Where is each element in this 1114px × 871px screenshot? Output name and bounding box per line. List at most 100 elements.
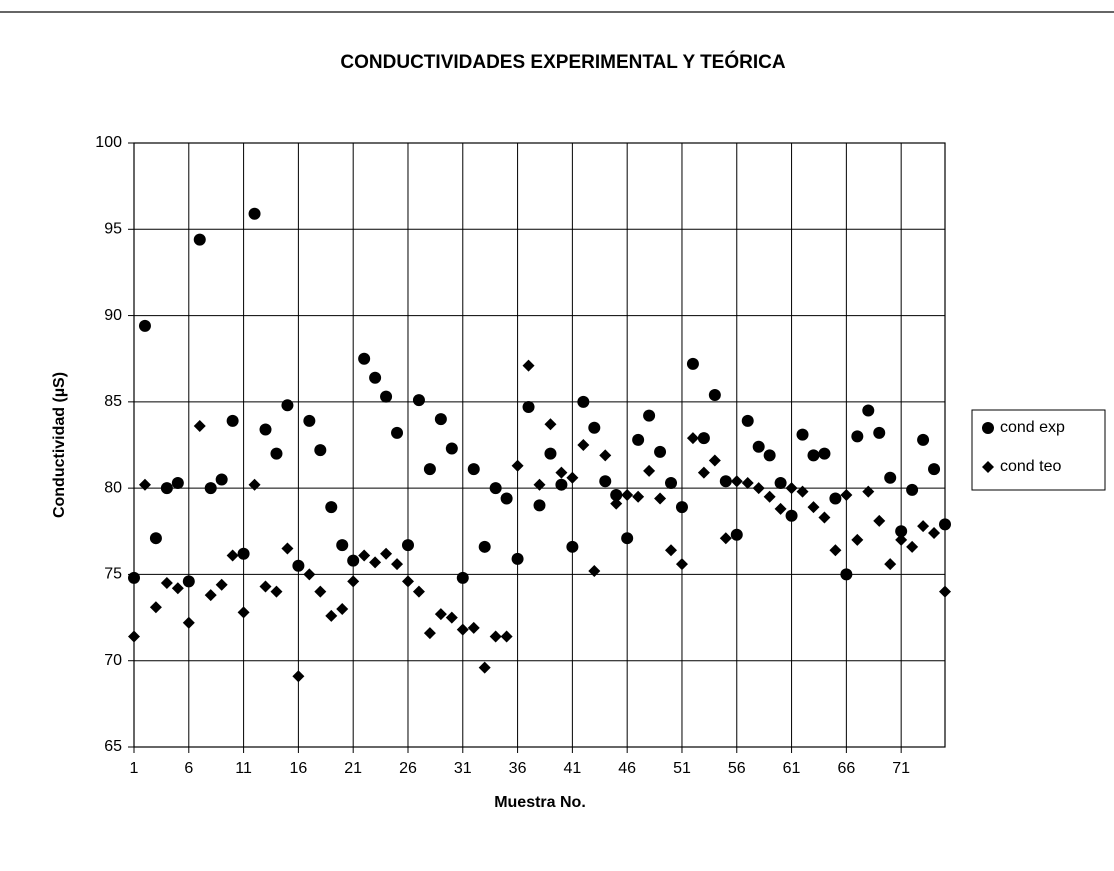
point bbox=[796, 428, 809, 441]
point bbox=[489, 630, 502, 643]
point bbox=[215, 578, 228, 591]
x-tick-label: 66 bbox=[837, 760, 855, 777]
point bbox=[369, 556, 382, 569]
point bbox=[478, 540, 491, 553]
point bbox=[588, 564, 601, 577]
point bbox=[138, 319, 151, 332]
legend-marker bbox=[982, 422, 994, 434]
x-tick-label: 1 bbox=[130, 760, 139, 777]
point bbox=[719, 532, 732, 545]
point bbox=[697, 432, 710, 445]
y-tick-label: 65 bbox=[104, 738, 122, 755]
point bbox=[467, 463, 480, 476]
point bbox=[621, 489, 634, 502]
x-tick-label: 31 bbox=[454, 760, 472, 777]
point bbox=[884, 471, 897, 484]
point bbox=[939, 518, 951, 531]
point bbox=[314, 585, 327, 598]
point bbox=[423, 627, 436, 640]
point bbox=[347, 575, 360, 588]
point bbox=[325, 609, 338, 622]
x-tick-label: 41 bbox=[563, 760, 581, 777]
point bbox=[226, 414, 239, 427]
point bbox=[544, 447, 557, 460]
point bbox=[796, 485, 809, 498]
point bbox=[654, 492, 667, 505]
point bbox=[752, 482, 765, 495]
point bbox=[149, 532, 162, 545]
point bbox=[906, 483, 919, 496]
point bbox=[675, 501, 688, 514]
x-tick-label: 46 bbox=[618, 760, 636, 777]
point bbox=[774, 476, 787, 489]
point bbox=[544, 418, 557, 431]
point bbox=[511, 552, 524, 565]
plot-area bbox=[133, 142, 946, 748]
point bbox=[248, 207, 261, 220]
point bbox=[259, 423, 272, 436]
point bbox=[577, 439, 590, 451]
point bbox=[818, 447, 831, 460]
point bbox=[555, 466, 568, 479]
point bbox=[380, 390, 393, 403]
point bbox=[522, 359, 535, 372]
point bbox=[489, 482, 502, 495]
point bbox=[423, 463, 436, 476]
point bbox=[193, 233, 206, 246]
point bbox=[785, 509, 798, 522]
point bbox=[456, 623, 469, 636]
point bbox=[588, 421, 601, 434]
point bbox=[193, 420, 206, 433]
point bbox=[840, 568, 853, 581]
point bbox=[763, 449, 776, 462]
point bbox=[774, 502, 787, 515]
point bbox=[577, 395, 590, 408]
point bbox=[358, 549, 371, 562]
point bbox=[763, 490, 776, 503]
point bbox=[226, 549, 239, 562]
point bbox=[873, 514, 886, 527]
point bbox=[500, 492, 513, 505]
point bbox=[533, 499, 546, 512]
point bbox=[884, 558, 897, 571]
x-tick-label: 6 bbox=[184, 760, 193, 777]
point bbox=[434, 608, 447, 621]
point bbox=[445, 611, 458, 624]
point bbox=[566, 471, 579, 484]
point bbox=[708, 454, 721, 467]
point bbox=[730, 528, 743, 541]
y-axis-label: Conductividad (µS) bbox=[51, 372, 68, 518]
x-tick-label: 26 bbox=[399, 760, 417, 777]
point bbox=[336, 539, 349, 552]
y-tick-label: 80 bbox=[104, 479, 122, 496]
x-tick-label: 61 bbox=[783, 760, 801, 777]
x-tick-label: 21 bbox=[344, 760, 362, 777]
point bbox=[566, 540, 579, 553]
point bbox=[237, 606, 250, 619]
point bbox=[829, 544, 842, 557]
point bbox=[500, 630, 513, 643]
point bbox=[248, 478, 261, 491]
point bbox=[719, 475, 732, 488]
legend-box bbox=[971, 409, 1106, 491]
point bbox=[895, 533, 908, 546]
point bbox=[686, 432, 699, 445]
x-tick-label: 11 bbox=[235, 760, 252, 777]
point bbox=[862, 404, 875, 417]
point bbox=[160, 482, 173, 495]
point bbox=[445, 442, 458, 455]
point bbox=[467, 621, 480, 634]
point bbox=[292, 670, 305, 683]
point bbox=[555, 478, 568, 491]
point bbox=[325, 501, 338, 514]
point bbox=[708, 388, 721, 401]
point bbox=[391, 426, 404, 439]
point bbox=[412, 394, 425, 407]
point bbox=[632, 490, 645, 503]
point bbox=[478, 661, 491, 674]
point bbox=[281, 399, 294, 412]
point bbox=[599, 475, 612, 488]
y-tick-label: 75 bbox=[104, 566, 122, 583]
point bbox=[917, 433, 930, 446]
y-tick-label: 100 bbox=[95, 134, 122, 151]
